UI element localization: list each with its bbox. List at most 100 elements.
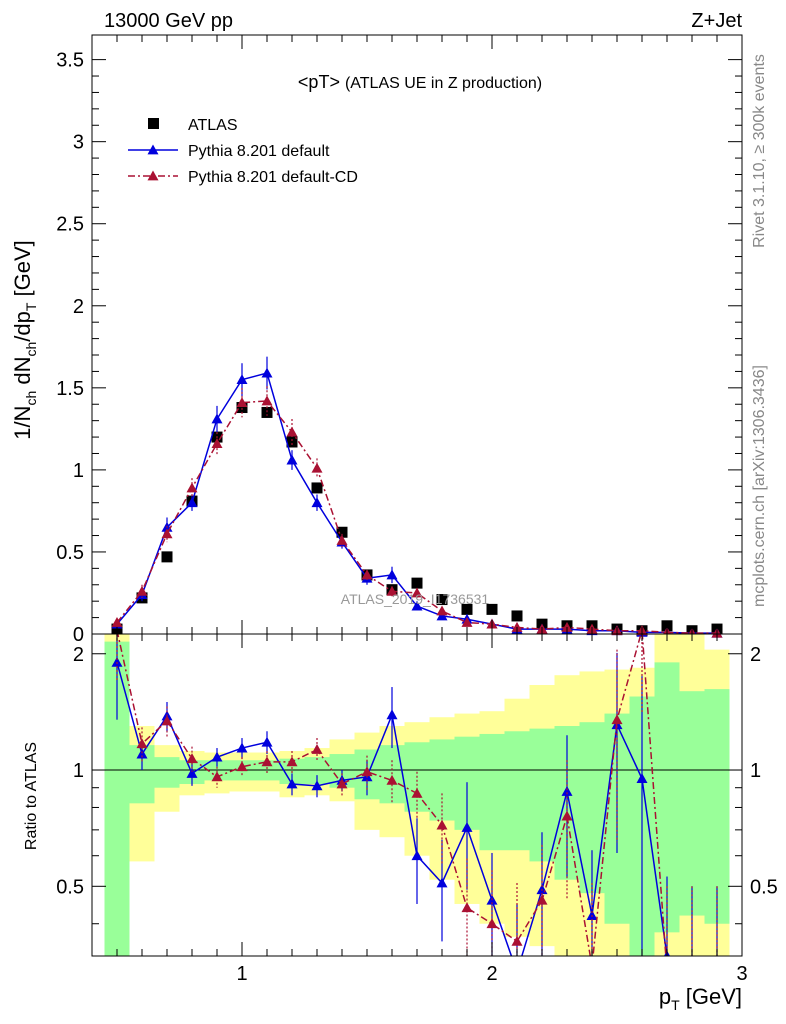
atlas-data-point [236, 402, 248, 414]
ratio-series-point [411, 787, 423, 798]
ratio-series-point [236, 761, 248, 772]
atlas-data-point [511, 610, 523, 622]
legend-marker [147, 144, 159, 155]
main-panel: 0 0.5 1 1.5 2 2.5 3 3.5 [56, 34, 743, 646]
xtick-label: 3 [736, 963, 747, 985]
ratio-series-point [211, 751, 223, 762]
legend-label: ATLAS [188, 117, 238, 134]
legend-entry-2: Pythia 8.201 default-CD [128, 169, 358, 186]
main-series-point [136, 585, 148, 596]
chart-title-sub: (ATLAS UE in Z production) [345, 75, 542, 92]
band-segment [704, 689, 730, 924]
ratio-series-point [361, 766, 373, 777]
legend: ATLAS Pythia 8.201 default Pythia 8.201 de… [128, 117, 358, 186]
ratio-ytick-label-right: 2 [750, 644, 761, 666]
ratio-series-point [336, 778, 348, 789]
main-series-point [211, 438, 223, 449]
ratio-series-point [561, 785, 573, 796]
main-ytick-label: 2.5 [56, 214, 84, 236]
xtick-label: 2 [486, 963, 497, 985]
ratio-series-point [411, 850, 423, 861]
ratio-series-point [286, 756, 298, 767]
main-series-point [211, 413, 223, 424]
ratio-series-point [311, 744, 323, 754]
atlas-data-point [436, 594, 448, 606]
atlas-data-point [461, 603, 473, 615]
ratio-series-point [611, 714, 623, 725]
main-ytick-label: 1.5 [56, 378, 84, 400]
main-series-point [311, 497, 323, 508]
xlabel: pT [GeV] [659, 984, 742, 1013]
process-label: 13000 GeV pp [104, 10, 233, 32]
ratio-series-point [186, 767, 198, 778]
main-series-point [386, 569, 398, 580]
main-series-point [386, 585, 398, 596]
ratio-series-point [311, 780, 323, 791]
main-series-point [361, 569, 373, 580]
ratio-series-point [236, 742, 248, 753]
chart-title: <pT> (ATLAS UE in Z production) [298, 72, 542, 92]
band-segment [429, 739, 455, 821]
atlas-data-point [661, 620, 673, 632]
ratio-ytick-label: 1 [73, 760, 84, 782]
legend-label: Pythia 8.201 default [188, 143, 330, 160]
main-ytick-label: 3 [73, 132, 84, 154]
legend-marker [148, 118, 159, 129]
ratio-series-point [286, 778, 298, 789]
atlas-data-point [286, 436, 298, 448]
ratio-series-point [261, 736, 273, 747]
main-series-point [261, 395, 273, 406]
legend-entry-1: Pythia 8.201 default [128, 143, 330, 160]
main-series-point [236, 397, 248, 408]
main-series-point [511, 621, 523, 632]
ratio-series-point [386, 774, 398, 785]
main-series-point [236, 374, 248, 385]
main-ytick-label: 3.5 [56, 50, 84, 72]
ratio-series-point [536, 894, 548, 905]
ratio-axes: 0.5 0.5 1 1 2 2 1 2 3 [56, 633, 778, 985]
legend-entry-0: ATLAS [148, 117, 238, 134]
main-series-point [411, 600, 423, 611]
ratio-ylabel: Ratio to ATLAS [23, 742, 40, 850]
main-ytick-label: 1 [73, 460, 84, 482]
main-series-point [336, 534, 348, 545]
ratio-series-point [261, 756, 273, 767]
main-series-point [411, 587, 423, 598]
main-series-point [286, 426, 298, 437]
ratio-series-point [111, 656, 123, 667]
main-series-point [286, 454, 298, 465]
ratio-series-point [136, 738, 148, 749]
main-series-point [161, 528, 173, 539]
main-axes: 0 0.5 1 1.5 2 2.5 3 3.5 [56, 34, 743, 646]
legend-marker [147, 170, 159, 181]
main-series-point [561, 621, 573, 632]
ratio-series-point [636, 773, 648, 784]
ratio-series-point [161, 715, 173, 726]
ratio-series-point [561, 810, 573, 821]
atlas-data-point [161, 551, 173, 563]
ratio-series-point [436, 877, 448, 888]
ratio-series-point [461, 902, 473, 913]
analysis-watermark: ATLAS_2019_I1736531 [341, 591, 490, 607]
mcplots-side-label: mcplots.cern.ch [arXiv:1306.3436] [751, 365, 768, 607]
main-series-point [186, 482, 198, 493]
main-ylabel: 1/Nch dNch/dpT [GeV] [10, 240, 39, 440]
atlas-data-point [261, 406, 273, 418]
band-segment [679, 691, 705, 916]
atlas-data-point [311, 482, 323, 494]
ratio-series-point [461, 821, 473, 832]
ratio-ytick-label-right: 1 [750, 760, 761, 782]
ratio-series-point [511, 935, 523, 946]
main-series-point [436, 605, 448, 616]
channel-label: Z+Jet [691, 10, 742, 32]
main-ytick-label: 0.5 [56, 542, 84, 564]
ratio-panel: 0.5 0.5 1 1 2 2 1 2 3 [56, 633, 778, 985]
ratio-series-point [386, 709, 398, 720]
ratio-ytick-label: 2 [73, 644, 84, 666]
band-segment [154, 757, 180, 788]
main-series-point [186, 497, 198, 508]
main-series-point [261, 367, 273, 378]
legend-label: Pythia 8.201 default-CD [188, 169, 358, 186]
band-segment [504, 731, 530, 851]
